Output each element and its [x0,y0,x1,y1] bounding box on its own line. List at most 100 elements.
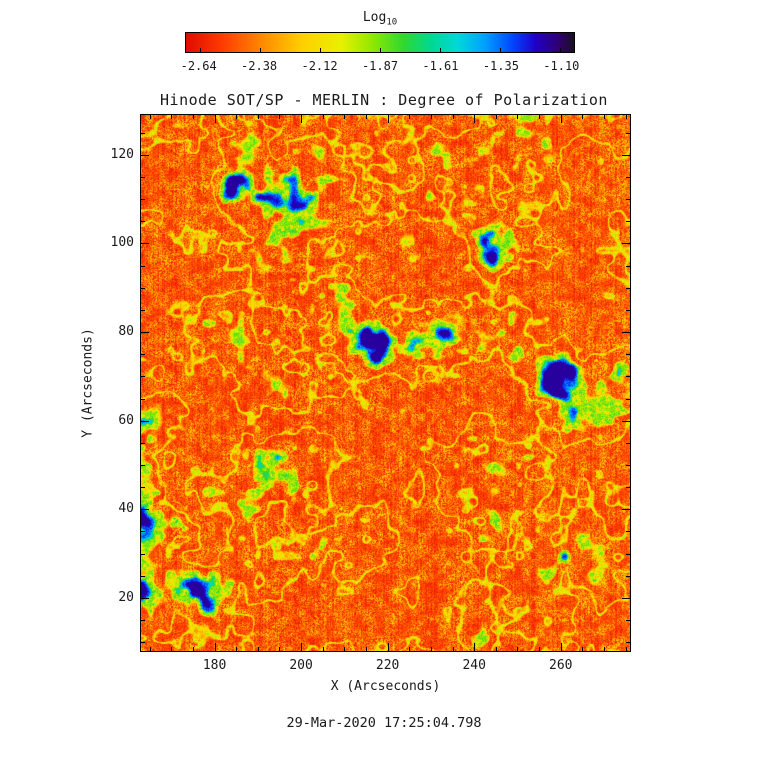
axis-tick [279,115,280,119]
axis-tick [323,647,324,651]
colorbar-tick-label: -2.64 [180,59,217,73]
axis-tick [171,647,172,651]
colorbar-label-subscript: 10 [386,17,398,28]
colorbar-gradient [185,32,575,53]
axis-tick [431,115,432,119]
y-axis-tick-label: 20 [118,589,134,605]
axis-tick [141,266,145,267]
axis-tick [626,266,630,267]
axis-tick [344,115,345,119]
axis-tick [474,643,475,651]
axis-tick [409,115,410,119]
axis-tick [582,647,583,651]
axis-tick [344,647,345,651]
colorbar-tick-label: -1.10 [543,59,580,73]
axis-tick [279,647,280,651]
timestamp: 29-Mar-2020 17:25:04.798 [286,715,482,731]
axis-tick [141,133,145,134]
y-axis-tick-label: 120 [110,146,134,162]
x-axis-tick-label: 220 [375,658,400,673]
colorbar-tick-label: -1.35 [482,59,519,73]
axis-tick [141,421,149,422]
axis-tick [626,376,630,377]
axis-tick [517,647,518,651]
y-axis-tick-label: 80 [118,324,134,340]
axis-tick [366,647,367,651]
axis-tick [236,115,237,119]
colorbar-tick-labels: -2.64 -2.38 -2.12 -1.87 -1.61 -1.35 -1.10 [181,59,580,73]
x-axis-label: X (Arcseconds) [330,679,441,694]
plot-area [140,114,631,652]
axis-tick [453,115,454,119]
axis-tick [626,177,630,178]
axis-tick [215,115,216,123]
axis-tick [431,647,432,651]
axis-tick [622,598,630,599]
axis-tick [301,643,302,651]
axis-tick [539,115,540,119]
axis-tick [626,531,630,532]
axis-tick [626,443,630,444]
axis-tick [141,288,145,289]
axis-tick [409,647,410,651]
colorbar-tick-label: -2.12 [301,59,338,73]
axis-tick [604,115,605,119]
axis-tick [141,576,145,577]
axis-tick [141,531,145,532]
axis-tick [561,643,562,651]
x-axis-tick-label: 200 [289,658,313,673]
colorbar-tick-label: -2.38 [241,59,278,73]
axis-tick [141,376,145,377]
heatmap-canvas [141,115,630,651]
axis-tick [626,465,630,466]
axis-tick [141,199,145,200]
axis-tick [496,115,497,119]
colorbar-label: Log [362,10,387,25]
axis-tick [141,354,145,355]
axis-tick [626,115,627,119]
axis-tick [474,115,475,123]
axis-tick [582,115,583,119]
axis-tick [150,115,151,119]
axis-tick [622,155,630,156]
colorbar-tick [560,48,562,52]
x-axis-tick-label: 260 [549,658,573,673]
axis-tick [604,647,605,651]
colorbar-tick [199,48,201,52]
axis-tick [622,421,630,422]
axis-tick [539,647,540,651]
axis-tick [141,332,149,333]
axis-tick [141,620,145,621]
colorbar-title: Log10 [185,10,575,28]
colorbar-tick [319,48,321,52]
axis-tick [626,642,630,643]
axis-tick [258,115,259,119]
axis-tick [496,647,497,651]
axis-tick [626,310,630,311]
axis-tick [626,133,630,134]
x-axis-tick-label: 180 [202,658,227,673]
axis-tick [141,443,145,444]
axis-tick [141,155,149,156]
axis-tick [141,399,145,400]
axis-tick [141,177,145,178]
axis-tick [301,115,302,123]
axis-tick [626,647,627,651]
axis-tick [626,576,630,577]
axis-tick [141,509,149,510]
axis-tick [626,199,630,200]
axis-tick [141,487,145,488]
axis-tick [150,647,151,651]
chart-title: Hinode SOT/SP - MERLIN : Degree of Polar… [160,91,608,109]
axis-tick [141,465,145,466]
axis-tick [626,354,630,355]
axis-tick [626,288,630,289]
x-axis-tick-labels: 180 200 220 240 260 [140,658,631,673]
axis-tick [561,115,562,123]
axis-tick [258,647,259,651]
colorbar-tick [259,48,261,52]
colorbar-tick [440,48,442,52]
x-axis-tick-label: 240 [462,658,486,673]
axis-tick [141,554,145,555]
colorbar-tick-label: -1.87 [361,59,399,73]
